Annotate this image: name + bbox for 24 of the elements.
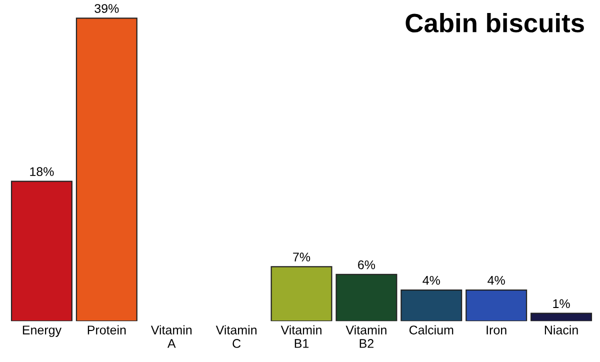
data-label: 4% — [422, 276, 440, 285]
bar — [270, 266, 332, 322]
data-label: 39% — [94, 4, 119, 13]
x-tick-label: Vitamin B1 — [280, 325, 322, 348]
x-tick-label: Calcium — [409, 325, 454, 334]
x-tick-label: Iron — [486, 326, 506, 334]
bar — [10, 180, 72, 322]
x-tick-label: Niacin — [544, 325, 578, 334]
x-tick-label: Vitamin C — [216, 325, 256, 348]
data-label: 18% — [30, 167, 54, 176]
x-tick-label: Protein — [88, 325, 126, 334]
data-label: 4% — [488, 276, 505, 285]
x-tick-label: Vitamin B2 — [346, 325, 386, 348]
bar — [400, 289, 462, 322]
chart-title: Cabin biscuits — [406, 13, 584, 32]
data-label: 6% — [358, 260, 376, 270]
bar — [466, 289, 528, 322]
x-tick-label: Energy — [22, 326, 62, 337]
bar — [336, 274, 398, 322]
x-tick-label: Vitamin A — [150, 325, 192, 348]
data-label: 1% — [553, 299, 570, 308]
bar — [76, 18, 138, 322]
bar — [530, 312, 592, 322]
data-label: 7% — [293, 252, 310, 262]
